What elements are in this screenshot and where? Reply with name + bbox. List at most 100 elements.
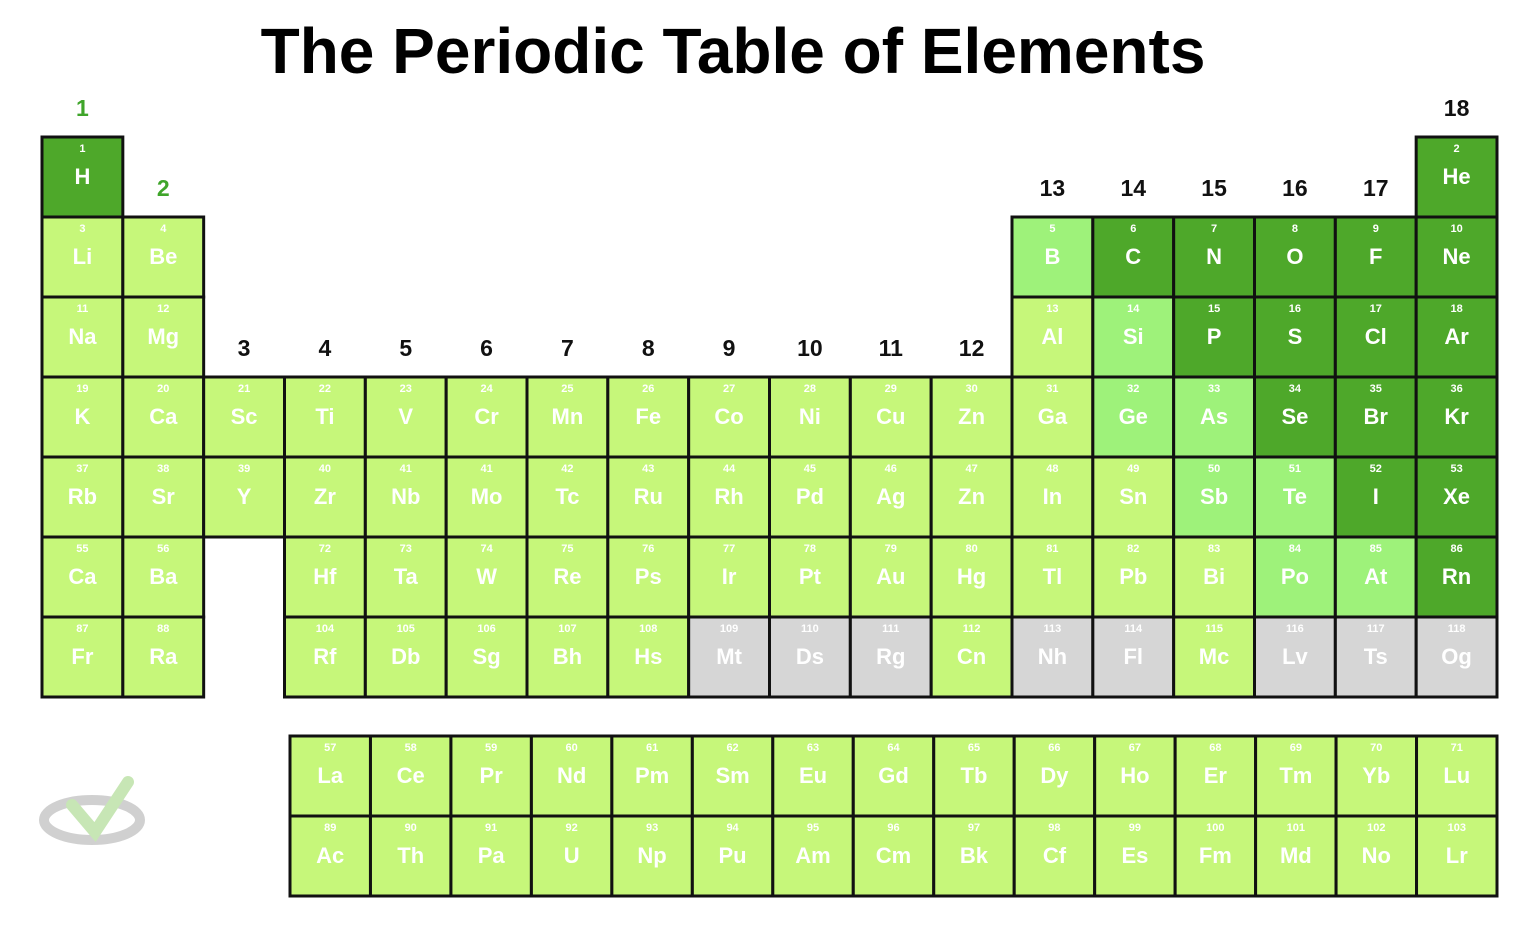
atomic-number: 17 [1370, 303, 1382, 315]
atomic-number: 59 [485, 742, 497, 754]
element-symbol: Ca [68, 564, 97, 589]
atomic-number: 111 [882, 623, 899, 635]
atomic-number: 102 [1367, 822, 1385, 834]
element-symbol: Eu [799, 763, 827, 788]
element-symbol: Db [391, 644, 420, 669]
element-symbol: Pa [478, 843, 506, 868]
element-cell [1334, 734, 1419, 818]
element-symbol: Mg [147, 324, 179, 349]
element-symbol: Mc [1199, 644, 1230, 669]
element-symbol: Ts [1364, 644, 1388, 669]
element-symbol: Ta [394, 564, 419, 589]
element-symbol: P [1207, 324, 1222, 349]
element-symbol: Ti [315, 404, 334, 429]
element-symbol: Ne [1443, 244, 1471, 269]
atomic-number: 33 [1208, 383, 1220, 395]
atomic-number: 82 [1127, 543, 1139, 555]
element-cell [1172, 535, 1256, 619]
group-number: 13 [1040, 175, 1066, 201]
element-symbol: Ds [796, 644, 824, 669]
element-cell [283, 375, 367, 459]
atomic-number: 51 [1289, 463, 1301, 475]
element-symbol: B [1044, 244, 1060, 269]
atomic-number: 19 [76, 383, 88, 395]
element-symbol: Ba [149, 564, 178, 589]
element-cell [606, 375, 691, 459]
element-cell [363, 455, 448, 539]
element-symbol: Pt [799, 564, 822, 589]
element-symbol: Sb [1200, 484, 1228, 509]
group-number: 9 [723, 335, 736, 361]
element-symbol: H [74, 164, 90, 189]
element-cell [1172, 455, 1256, 539]
atomic-number: 56 [157, 543, 169, 555]
group-number: 14 [1120, 175, 1146, 201]
element-cell [610, 734, 694, 818]
element-symbol: Cu [876, 404, 905, 429]
atomic-number: 61 [646, 742, 658, 754]
element-symbol: Mo [471, 484, 503, 509]
atomic-number: 36 [1450, 383, 1462, 395]
atomic-number: 12 [157, 303, 169, 315]
element-symbol: Bh [553, 644, 582, 669]
element-symbol: Au [876, 564, 905, 589]
atomic-number: 32 [1127, 383, 1139, 395]
atomic-number: 63 [807, 742, 819, 754]
atomic-number: 68 [1209, 742, 1221, 754]
element-cell [1334, 814, 1419, 898]
element-cell [121, 295, 206, 379]
atomic-number: 71 [1451, 742, 1463, 754]
element-symbol: Nd [557, 763, 586, 788]
group-number: 17 [1363, 175, 1389, 201]
atomic-number: 107 [558, 623, 576, 635]
element-symbol: Ra [149, 644, 178, 669]
atomic-number: 87 [76, 623, 88, 635]
atomic-number: 30 [965, 383, 977, 395]
element-symbol: Po [1281, 564, 1309, 589]
group-number: 1 [76, 95, 89, 121]
group-number: 7 [561, 335, 574, 361]
atomic-number: 99 [1129, 822, 1141, 834]
element-symbol: Kr [1444, 404, 1469, 429]
atomic-number: 26 [642, 383, 654, 395]
atomic-number: 72 [319, 543, 331, 555]
element-symbol: O [1286, 244, 1303, 269]
atomic-number: 14 [1127, 303, 1140, 315]
atomic-number: 69 [1290, 742, 1302, 754]
atomic-number: 84 [1289, 543, 1302, 555]
element-symbol: Og [1441, 644, 1472, 669]
element-symbol: Ge [1119, 404, 1148, 429]
atomic-number: 23 [400, 383, 412, 395]
element-cell [1172, 215, 1256, 299]
atomic-number: 29 [885, 383, 897, 395]
element-symbol: Ga [1038, 404, 1068, 429]
atomic-number: 42 [561, 463, 573, 475]
element-symbol: Lr [1446, 843, 1468, 868]
atomic-number: 37 [76, 463, 88, 475]
element-cell [121, 535, 206, 619]
element-symbol: Ag [876, 484, 905, 509]
atomic-number: 75 [561, 543, 573, 555]
atomic-number: 76 [642, 543, 654, 555]
element-cell [40, 535, 125, 619]
atomic-number: 67 [1129, 742, 1141, 754]
atomic-number: 38 [157, 463, 169, 475]
element-cell [283, 455, 367, 539]
element-symbol: Li [73, 244, 93, 269]
element-symbol: W [476, 564, 497, 589]
atomic-number: 104 [316, 623, 335, 635]
element-symbol: Mt [716, 644, 742, 669]
logo [39, 776, 145, 845]
element-cell [1173, 734, 1258, 818]
element-symbol: Zr [314, 484, 336, 509]
element-symbol: Sg [473, 644, 501, 669]
element-cell [121, 215, 206, 299]
element-cell [851, 814, 936, 898]
element-symbol: Tm [1279, 763, 1312, 788]
element-symbol: Gd [878, 763, 909, 788]
atomic-number: 116 [1286, 623, 1304, 635]
atomic-number: 45 [804, 463, 816, 475]
atomic-number: 79 [885, 543, 897, 555]
atomic-number: 9 [1373, 223, 1379, 235]
atomic-number: 53 [1450, 463, 1462, 475]
